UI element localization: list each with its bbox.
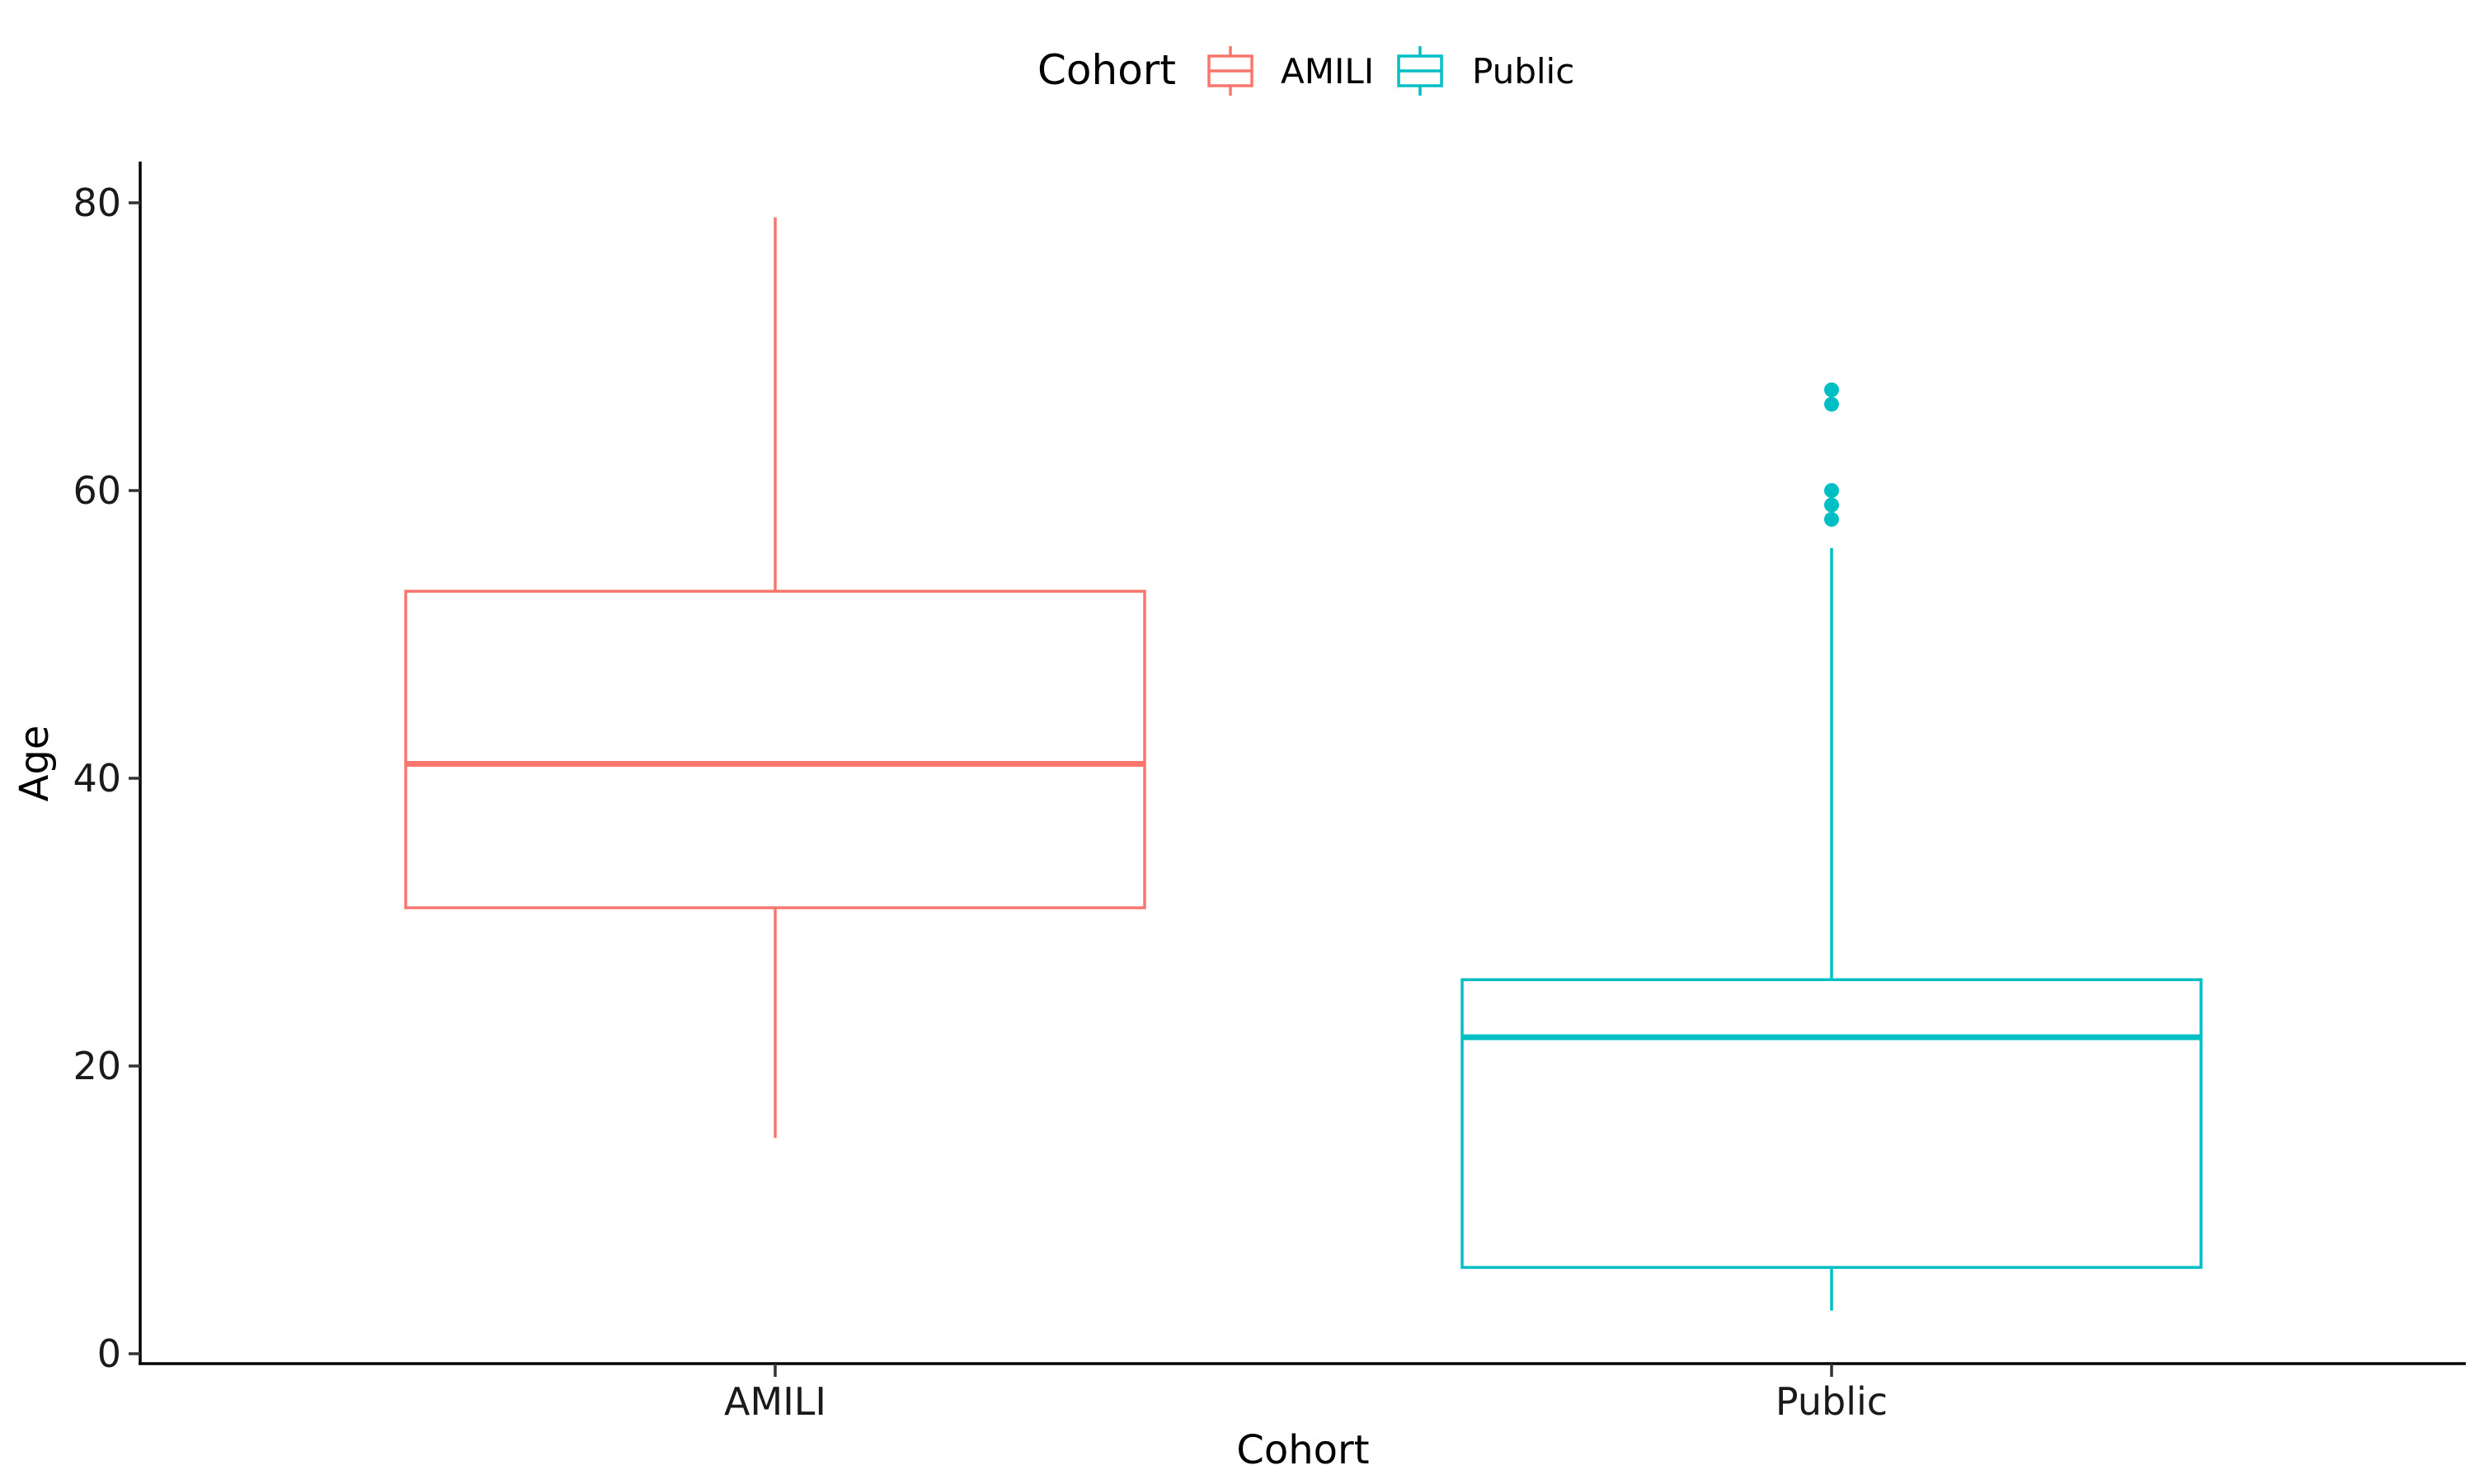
x-ticks: AMILI Public [724, 1364, 1888, 1424]
x-tick-label-public: Public [1776, 1379, 1888, 1424]
legend: Cohort AMILI Public [1037, 46, 1574, 96]
legend-label-amili: AMILI [1281, 51, 1374, 92]
legend-key-amili [1207, 46, 1253, 96]
legend-label-public: Public [1472, 51, 1574, 92]
outlier-point-public-0 [1824, 511, 1839, 527]
outlier-point-public-3 [1824, 397, 1839, 412]
y-tick-label-20: 20 [73, 1044, 121, 1088]
y-tick-label-40: 40 [73, 756, 121, 801]
x-tick-label-amili: AMILI [724, 1379, 826, 1424]
legend-title: Cohort [1037, 46, 1176, 94]
outlier-point-public-1 [1824, 497, 1839, 513]
outlier-point-public-4 [1824, 382, 1839, 397]
x-axis-title: Cohort [1236, 1427, 1369, 1473]
boxes [404, 217, 2203, 1311]
iqr-box-amili [404, 589, 1146, 909]
y-tick-label-80: 80 [73, 181, 121, 225]
y-tick-label-0: 0 [97, 1331, 121, 1376]
iqr-box-public [1460, 978, 2203, 1270]
y-ticks: 0 20 40 60 80 [73, 181, 140, 1376]
y-axis-title: Age [12, 726, 58, 802]
box-public [1460, 382, 2203, 1311]
y-tick-label-60: 60 [73, 468, 121, 513]
box-amili [404, 217, 1146, 1139]
legend-key-public [1397, 46, 1443, 96]
outlier-point-public-2 [1824, 483, 1839, 498]
